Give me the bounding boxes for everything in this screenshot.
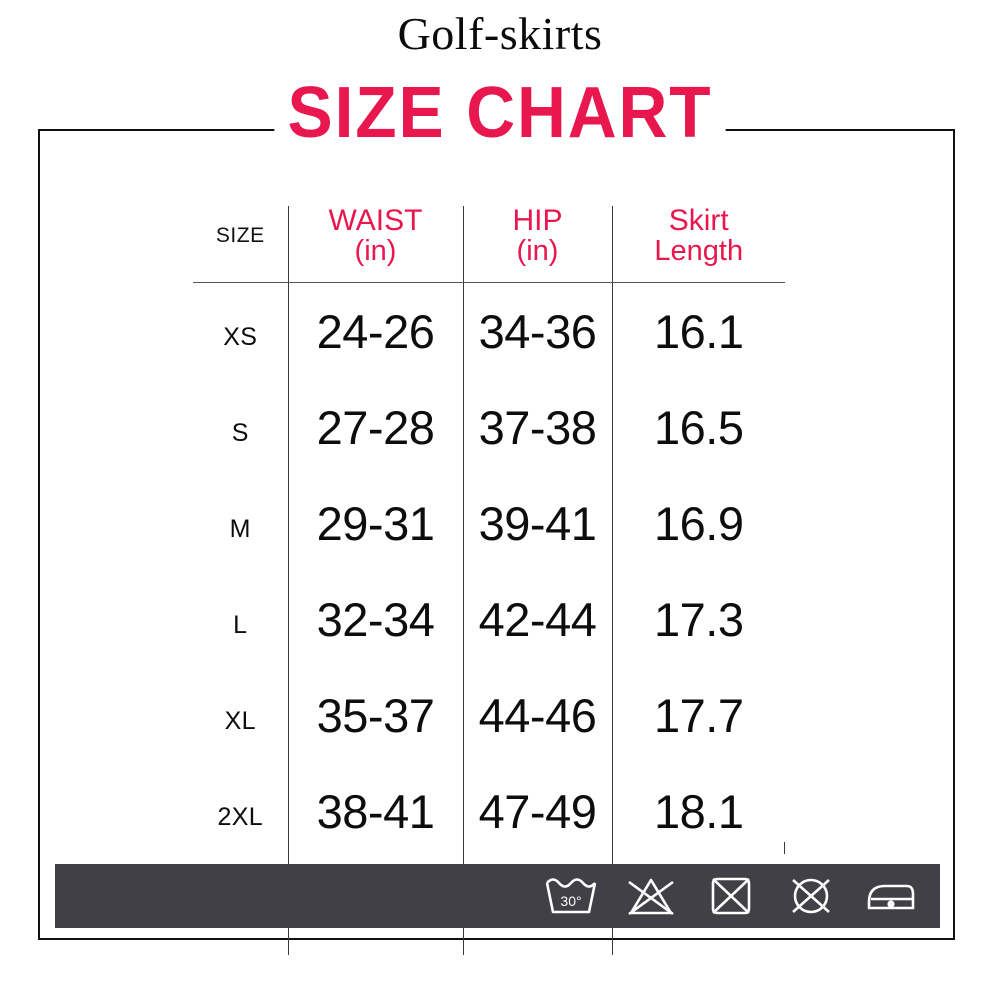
row-skirt-length-value: 16.1	[611, 282, 785, 380]
row-waist-value: 24-26	[287, 282, 463, 380]
row-hip-value: 34-36	[462, 282, 612, 380]
row-waist-value: 27-28	[287, 379, 463, 476]
column-header-hip: HIP (in)	[462, 204, 612, 284]
wash-temperature-label: 30°	[560, 893, 581, 909]
row-size-label: M	[229, 515, 251, 544]
row-size-label: L	[233, 611, 248, 640]
size-chart-heading: SIZE CHART	[274, 76, 726, 150]
wash-30-icon: 30°	[534, 871, 608, 921]
table-row: XS 24-26 34-36 16.1	[193, 282, 785, 380]
row-skirt-length-value: 16.9	[611, 475, 785, 572]
column-header-size: SIZE	[193, 206, 288, 284]
row-waist-value: 35-37	[287, 667, 463, 764]
table-row: XL 35-37 44-46 17.7	[193, 667, 785, 764]
row-skirt-length-value: 17.3	[611, 571, 785, 668]
do-not-dry-clean-icon	[774, 871, 848, 921]
column-header-waist-unit: (in)	[354, 234, 397, 267]
row-hip-value: 42-44	[462, 571, 612, 668]
table-row: 2XL 38-41 47-49 18.1	[193, 763, 785, 860]
column-header-skirt-length-sub: Length	[654, 234, 744, 267]
row-hip-value: 39-41	[462, 475, 612, 572]
table-header-row: SIZE WAIST (in) HIP (in) Skirt Length	[193, 204, 785, 284]
iron-icon	[854, 871, 928, 921]
row-waist-value: 38-41	[287, 763, 463, 860]
page-title: Golf-skirts	[397, 8, 603, 59]
row-size-label: XL	[224, 707, 256, 736]
table-row: M 29-31 39-41 16.9	[193, 475, 785, 572]
table-row: S 27-28 37-38 16.5	[193, 379, 785, 476]
row-hip-value: 37-38	[462, 379, 612, 476]
row-hip-value: 44-46	[462, 667, 612, 764]
chart-title-container: SIZE CHART	[0, 76, 1000, 150]
column-divider-ticks	[193, 842, 786, 856]
column-header-skirt-length-main: Skirt	[668, 204, 729, 237]
table-row: L 32-34 42-44 17.3	[193, 571, 785, 668]
row-waist-value: 29-31	[287, 475, 463, 572]
row-hip-value: 47-49	[462, 763, 612, 860]
row-size-label: 2XL	[217, 803, 263, 832]
column-header-hip-main: HIP	[512, 204, 563, 237]
column-header-waist: WAIST (in)	[287, 204, 463, 284]
column-header-skirt-length: Skirt Length	[611, 204, 785, 284]
do-not-bleach-icon	[614, 871, 688, 921]
column-header-hip-unit: (in)	[516, 234, 559, 267]
row-size-label: XS	[223, 323, 258, 352]
column-header-waist-main: WAIST	[328, 204, 423, 237]
row-size-label: S	[231, 419, 249, 448]
row-skirt-length-value: 16.5	[611, 379, 785, 476]
row-waist-value: 32-34	[287, 571, 463, 668]
care-instructions-bar: 30°	[55, 864, 940, 928]
table-header: SIZE WAIST (in) HIP (in) Skirt Length	[193, 204, 785, 284]
row-skirt-length-value: 17.7	[611, 667, 785, 764]
row-skirt-length-value: 18.1	[611, 763, 785, 860]
do-not-tumble-dry-icon	[694, 871, 768, 921]
